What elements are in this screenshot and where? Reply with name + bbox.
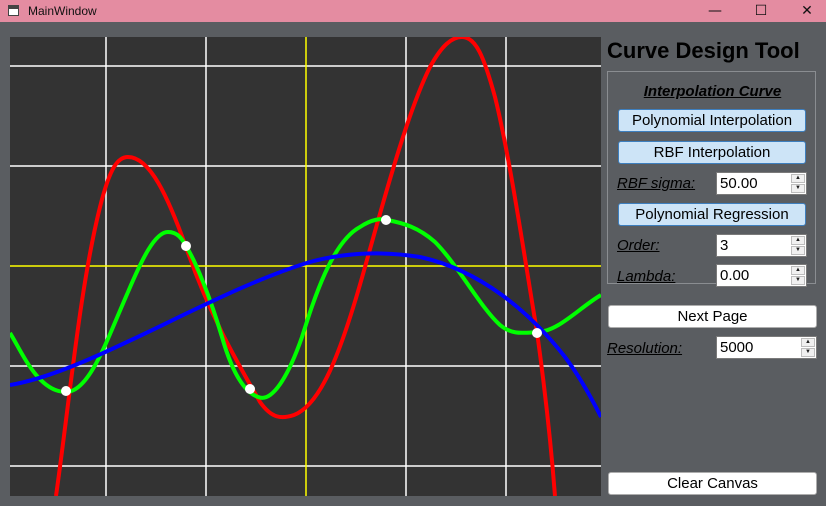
order-label: Order: [617, 237, 660, 254]
control-points [61, 215, 542, 396]
spin-up-icon[interactable]: ▲ [801, 338, 815, 347]
resolution-input[interactable] [717, 337, 801, 358]
rbf-interpolation-curve [10, 217, 601, 400]
lambda-spinbox[interactable]: ▲ ▼ [716, 264, 807, 287]
control-point[interactable] [61, 386, 71, 396]
spin-up-icon[interactable]: ▲ [791, 236, 805, 245]
interpolation-group: Interpolation Curve [607, 71, 816, 284]
next-page-button[interactable]: Next Page [608, 305, 817, 328]
spin-down-icon[interactable]: ▼ [791, 276, 805, 285]
rbf-sigma-spinbox[interactable]: ▲ ▼ [716, 172, 807, 195]
polynomial-regression-curve [10, 251, 601, 418]
spin-up-icon[interactable]: ▲ [791, 266, 805, 275]
polynomial-interpolation-curve [54, 37, 557, 496]
spin-down-icon[interactable]: ▼ [791, 246, 805, 255]
lambda-label: Lambda: [617, 268, 676, 285]
title-bar: MainWindow — ☐ ✕ [0, 0, 826, 22]
order-spinbox[interactable]: ▲ ▼ [716, 234, 807, 257]
minimize-icon[interactable]: — [708, 3, 722, 19]
maximize-icon[interactable]: ☐ [754, 3, 768, 19]
resolution-spinbox[interactable]: ▲ ▼ [716, 336, 817, 359]
rbf-interpolation-button[interactable]: RBF Interpolation [618, 141, 806, 164]
spin-arrows: ▲ ▼ [791, 174, 805, 193]
drawing-canvas[interactable] [10, 37, 601, 496]
control-point[interactable] [245, 384, 255, 394]
window-title: MainWindow [28, 4, 97, 18]
polynomial-regression-button[interactable]: Polynomial Regression [618, 203, 806, 226]
control-point[interactable] [532, 328, 542, 338]
polynomial-interpolation-button[interactable]: Polynomial Interpolation [618, 109, 806, 132]
spin-arrows: ▲ ▼ [791, 236, 805, 255]
close-icon[interactable]: ✕ [801, 3, 813, 19]
group-title: Interpolation Curve [643, 83, 782, 100]
spin-up-icon[interactable]: ▲ [791, 174, 805, 183]
panel-title: Curve Design Tool [607, 38, 800, 63]
app-window-icon [8, 5, 19, 16]
lambda-input[interactable] [717, 265, 791, 286]
spin-arrows: ▲ ▼ [801, 338, 815, 357]
order-input[interactable] [717, 235, 791, 256]
rbf-sigma-label: RBF sigma: [617, 175, 696, 192]
clear-canvas-button[interactable]: Clear Canvas [608, 472, 817, 495]
resolution-label: Resolution: [607, 340, 683, 357]
rbf-sigma-input[interactable] [717, 173, 791, 194]
spin-arrows: ▲ ▼ [791, 266, 805, 285]
control-point[interactable] [181, 241, 191, 251]
spin-down-icon[interactable]: ▼ [791, 184, 805, 193]
spin-down-icon[interactable]: ▼ [801, 348, 815, 357]
control-point[interactable] [381, 215, 391, 225]
canvas-plot [10, 37, 601, 496]
axes [10, 37, 601, 496]
